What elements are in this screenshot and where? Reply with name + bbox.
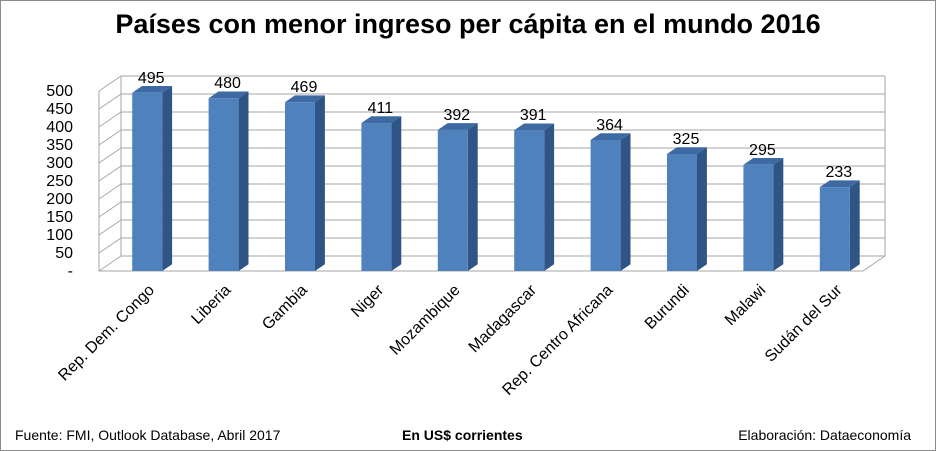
units-note: En US$ corrientes bbox=[402, 427, 523, 443]
bar-front-face bbox=[437, 129, 468, 271]
bar-front-face bbox=[667, 154, 697, 271]
side-gridline bbox=[98, 183, 122, 200]
credit-note: Elaboración: Dataeconomía bbox=[738, 427, 911, 443]
bar-front-face bbox=[819, 187, 850, 271]
data-label: 364 bbox=[596, 117, 623, 134]
bar-front-face bbox=[743, 164, 774, 271]
y-tick-label: 100 bbox=[46, 227, 73, 244]
bar-top-face bbox=[667, 147, 707, 154]
y-tick-label: 150 bbox=[46, 209, 73, 226]
x-tick-label: Niger bbox=[348, 281, 388, 321]
data-label: 325 bbox=[673, 131, 700, 148]
bar bbox=[743, 158, 784, 271]
bar-top-face bbox=[132, 86, 173, 93]
bar bbox=[819, 180, 860, 271]
bar-front-face bbox=[132, 92, 163, 271]
bar bbox=[590, 133, 631, 271]
x-tick-label: Malawi bbox=[722, 282, 769, 329]
bar-top-face bbox=[743, 158, 784, 165]
bar bbox=[361, 116, 402, 271]
bar-side-face bbox=[544, 123, 555, 272]
x-tick-label: Mozambique bbox=[387, 282, 464, 359]
bar-side-face bbox=[697, 147, 707, 271]
x-tick-label: Burundi bbox=[642, 282, 693, 333]
bar-side-face bbox=[849, 180, 860, 271]
side-gridline bbox=[98, 165, 122, 182]
x-tick-label: Gambia bbox=[259, 282, 311, 334]
y-tick-label: 50 bbox=[55, 245, 73, 262]
y-tick-label: 450 bbox=[46, 101, 73, 118]
bar-side-face bbox=[162, 86, 173, 271]
bar-top-face bbox=[819, 180, 860, 188]
y-tick-label: - bbox=[68, 263, 73, 280]
bar bbox=[285, 95, 325, 271]
data-label: 411 bbox=[368, 100, 394, 117]
bar-top-face bbox=[285, 95, 325, 103]
data-label: 469 bbox=[291, 79, 318, 96]
bar-side-face bbox=[773, 158, 784, 271]
side-gridline bbox=[98, 201, 122, 218]
side-gridline bbox=[98, 129, 122, 146]
data-label: 295 bbox=[749, 142, 776, 159]
x-tick-label: Madagascar bbox=[466, 281, 541, 356]
data-label: 392 bbox=[443, 107, 470, 124]
bar-front-face bbox=[208, 98, 239, 271]
data-label: 391 bbox=[520, 107, 547, 124]
y-tick-label: 300 bbox=[46, 155, 73, 172]
data-label: 233 bbox=[825, 164, 852, 181]
bar-top-face bbox=[514, 123, 555, 131]
y-tick-label: 350 bbox=[46, 137, 73, 154]
x-tick-label: Sudán del Sur bbox=[762, 281, 846, 365]
y-tick-label: 250 bbox=[46, 173, 73, 190]
y-tick-label: 200 bbox=[46, 191, 73, 208]
data-labels: 495 480 469 411 392 391 364 325 295 233 bbox=[138, 70, 852, 181]
bar-side-face bbox=[467, 123, 478, 271]
x-tick-label: Rep. Dem. Congo bbox=[55, 282, 158, 385]
bar-top-face bbox=[361, 116, 402, 124]
bar bbox=[437, 123, 478, 271]
bar-front-face bbox=[285, 102, 315, 271]
bar-side-face bbox=[238, 91, 249, 271]
side-gridline bbox=[98, 111, 122, 128]
bar-top-face bbox=[590, 133, 631, 140]
side-gridline bbox=[98, 237, 122, 254]
data-label: 495 bbox=[138, 70, 165, 87]
x-axis-labels: Rep. Dem. Congo Liberia Gambia Niger Mozambi… bbox=[55, 281, 846, 399]
bar bbox=[132, 86, 173, 271]
source-note: Fuente: FMI, Outlook Database, Abril 201… bbox=[15, 427, 281, 443]
bar-front-face bbox=[514, 130, 545, 271]
side-gridline bbox=[98, 75, 122, 92]
bar-side-face bbox=[620, 133, 631, 271]
side-gridline bbox=[98, 255, 122, 272]
y-tick-label: 500 bbox=[46, 83, 73, 100]
bar bbox=[208, 91, 249, 271]
y-tick-label: 400 bbox=[46, 119, 73, 136]
side-gridline bbox=[98, 147, 122, 164]
bar-front-face bbox=[361, 123, 392, 271]
side-gridline bbox=[98, 219, 122, 236]
bar-front-face bbox=[590, 139, 621, 271]
bar bbox=[667, 147, 707, 271]
bar-top-face bbox=[437, 123, 478, 130]
chart-title: Países con menor ingreso per cápita en e… bbox=[115, 9, 821, 39]
x-tick-label: Liberia bbox=[188, 282, 234, 328]
data-label: 480 bbox=[214, 75, 241, 92]
bar-side-face bbox=[315, 95, 325, 271]
bar-side-face bbox=[391, 116, 402, 271]
floor-right-edge bbox=[862, 255, 886, 272]
bars bbox=[132, 86, 860, 272]
bar bbox=[514, 123, 555, 272]
side-gridline bbox=[98, 93, 122, 110]
bar-top-face bbox=[208, 91, 249, 99]
